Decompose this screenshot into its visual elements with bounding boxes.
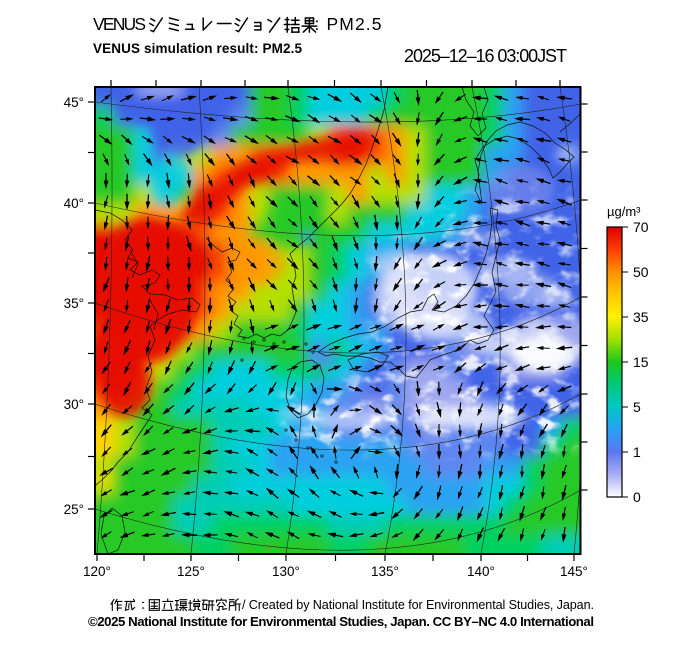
svg-text:45°: 45° [64, 95, 84, 110]
svg-text:VENUS simulation result: PM2.5: VENUS simulation result: PM2.5 [93, 41, 302, 56]
svg-text:/ Created by National Institut: / Created by National Institute for Envi… [242, 598, 594, 612]
svg-text:5: 5 [633, 399, 641, 415]
svg-text:40°: 40° [64, 196, 84, 211]
svg-text:2025–12–16 03:00JST: 2025–12–16 03:00JST [404, 46, 567, 66]
svg-text:130°: 130° [272, 564, 300, 579]
svg-text:125°: 125° [177, 564, 205, 579]
svg-text:35: 35 [633, 309, 649, 325]
svg-text:70: 70 [633, 219, 649, 235]
svg-text:: PM2.5: : PM2.5 [315, 14, 382, 34]
svg-text:120°: 120° [83, 564, 111, 579]
svg-text:1: 1 [633, 444, 641, 460]
svg-text:15: 15 [633, 354, 649, 370]
svg-text:145°: 145° [560, 564, 588, 579]
svg-text:140°: 140° [467, 564, 495, 579]
svg-text:35°: 35° [64, 296, 84, 311]
svg-text:VENUS: VENUS [93, 14, 146, 34]
svg-text:25°: 25° [64, 502, 84, 517]
svg-text:µg/m³: µg/m³ [607, 204, 641, 219]
svg-text:0: 0 [633, 489, 641, 505]
svg-text:50: 50 [633, 264, 649, 280]
svg-text:30°: 30° [64, 397, 84, 412]
svg-text:©2025 National Institute for E: ©2025 National Institute for Environment… [88, 614, 594, 629]
svg-text:135°: 135° [371, 564, 399, 579]
